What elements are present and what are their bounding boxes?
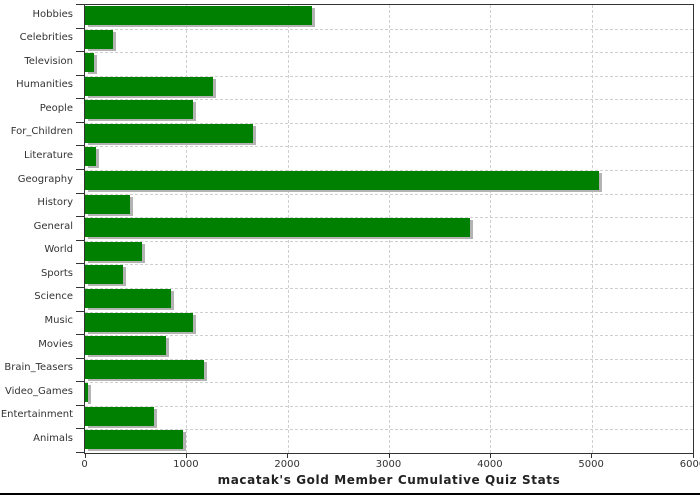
bar-science xyxy=(85,288,172,308)
x-tick-label: 3000 xyxy=(375,459,402,470)
y-axis-tick xyxy=(76,145,84,147)
x-axis-tick xyxy=(489,454,491,458)
category-label: Celebrities xyxy=(19,32,73,44)
y-axis-tick xyxy=(76,51,84,53)
category-label: Movies xyxy=(38,338,73,350)
y-axis-tick xyxy=(76,428,84,430)
category-label: Hobbies xyxy=(32,8,73,20)
x-axis-tick xyxy=(84,454,86,458)
y-axis-tick xyxy=(76,334,84,336)
y-axis-tick xyxy=(76,98,84,100)
vertical-gridline xyxy=(591,5,593,453)
bar-humanities xyxy=(85,76,213,96)
bar-music xyxy=(85,312,193,332)
category-label: World xyxy=(44,244,73,256)
y-axis-tick xyxy=(76,381,84,383)
category-label: Entertainment xyxy=(0,409,73,421)
category-label: People xyxy=(39,102,73,114)
bar-video_games xyxy=(85,383,89,403)
category-label: Animals xyxy=(33,432,73,444)
plot-area xyxy=(84,4,694,454)
category-label: Sports xyxy=(40,267,73,279)
bar-television xyxy=(85,53,94,73)
bar-movies xyxy=(85,336,167,356)
category-label: Geography xyxy=(17,173,73,185)
vertical-gridline xyxy=(490,5,492,453)
y-axis-tick xyxy=(76,404,84,406)
bar-brain_teasers xyxy=(85,359,204,379)
x-tick-label: 0 xyxy=(81,459,88,470)
x-tick-label: 6000 xyxy=(679,459,700,470)
y-axis-tick xyxy=(76,239,84,241)
y-axis-tick xyxy=(76,27,84,29)
y-axis-tick xyxy=(76,263,84,265)
y-axis-tick xyxy=(76,452,84,453)
x-axis-tick xyxy=(185,454,187,458)
category-label: Television xyxy=(24,55,73,67)
x-tick-label: 4000 xyxy=(477,459,503,470)
bar-literature xyxy=(85,147,96,167)
x-tick-label: 2000 xyxy=(274,459,300,470)
category-label: Music xyxy=(44,315,73,327)
y-axis-tick xyxy=(76,310,84,312)
category-label: Humanities xyxy=(16,79,73,91)
y-axis-tick xyxy=(76,74,84,76)
bar-world xyxy=(85,241,142,261)
y-axis-tick xyxy=(76,4,84,5)
x-axis-tick xyxy=(692,454,694,458)
bar-people xyxy=(85,100,194,120)
bar-entertainment xyxy=(85,406,154,426)
y-axis-tick xyxy=(76,169,84,171)
y-axis-tick xyxy=(76,121,84,123)
bar-for_children xyxy=(85,123,254,143)
category-label: General xyxy=(33,220,73,232)
x-tick-label: 5000 xyxy=(578,459,604,470)
y-axis-tick xyxy=(76,286,84,288)
bar-geography xyxy=(85,171,599,191)
x-tick-label: 1000 xyxy=(173,459,199,470)
category-label: Literature xyxy=(24,149,73,161)
bar-sports xyxy=(85,265,123,285)
y-axis-tick xyxy=(76,192,84,194)
chart-title: macatak's Gold Member Cumulative Quiz St… xyxy=(217,473,561,487)
y-axis-tick xyxy=(76,216,84,218)
bar-general xyxy=(85,218,471,238)
bar-animals xyxy=(85,430,183,450)
category-label: Science xyxy=(34,291,73,303)
bottom-rule xyxy=(0,493,700,495)
category-label: History xyxy=(37,197,73,209)
category-label: Video_Games xyxy=(5,385,73,397)
y-axis-tick xyxy=(76,357,84,359)
x-axis-tick xyxy=(388,454,390,458)
bar-celebrities xyxy=(85,29,114,49)
category-label: For_Children xyxy=(10,126,73,138)
x-axis-tick xyxy=(591,454,593,458)
bar-hobbies xyxy=(85,6,312,25)
bar-history xyxy=(85,194,131,214)
category-label: Brain_Teasers xyxy=(4,362,73,374)
x-axis-tick xyxy=(287,454,289,458)
